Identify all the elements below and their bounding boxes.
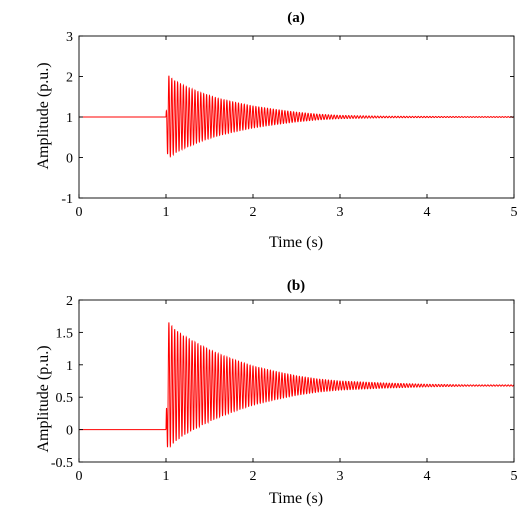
panel-a-xtick-label: 2: [250, 205, 257, 220]
panel-b-ytick-label: -0.5: [51, 456, 73, 471]
panel-b-xtick-label: 1: [163, 469, 170, 484]
panel-b-xlabel: Time (s): [269, 490, 323, 507]
panel-a-ytick-label: 1: [66, 111, 73, 126]
panel-a-ytick-label: 2: [66, 71, 73, 86]
panel-b-series-line: [165, 322, 515, 449]
panel-b-ytick-label: 2: [66, 294, 73, 309]
panel-a-xtick-label: 5: [511, 205, 518, 220]
panel-b-ytick-label: 0.5: [56, 391, 74, 406]
panel-b-xtick-label: 4: [424, 469, 431, 484]
panel-a-xtick-label: 3: [337, 205, 344, 220]
panel-a: (a) Time (s) Amplitude (p.u.) 0 1 2 3 4 5-101…: [35, 10, 518, 251]
panel-a-ylabel: Amplitude (p.u.): [35, 62, 52, 169]
panel-b-title: (b): [287, 278, 305, 294]
panel-a-title: (a): [287, 10, 305, 26]
panel-b-xtick-label: 5: [511, 469, 518, 484]
panel-b-xtick-label: 0: [76, 469, 83, 484]
panel-b-xtick-label: 2: [250, 469, 257, 484]
panel-b-axes-box: [78, 299, 515, 463]
panel-a-ytick-label: 0: [66, 152, 73, 167]
panel-b-ylabel: Amplitude (p.u.): [35, 345, 52, 452]
panel-b-xtick-label: 3: [337, 469, 344, 484]
panel-a-ytick-label: -1: [61, 192, 73, 207]
panel-a-xtick-label: 4: [424, 205, 431, 220]
panel-b-ytick-label: 0: [66, 424, 73, 439]
panel-b-ytick-label: 1.5: [56, 326, 74, 341]
panel-a-xlabel: Time (s): [269, 234, 323, 251]
panel-a-xtick-label: 1: [163, 205, 170, 220]
panel-a-xtick-label: 0: [76, 205, 83, 220]
panel-b-ytick-label: 1: [66, 359, 73, 374]
panel-a-ytick-label: 3: [66, 30, 73, 45]
panel-a-series-line: [165, 75, 515, 158]
panel-b: (b) Time (s) Amplitude (p.u.) 0 1 2 3 4 5 -0.5…: [35, 278, 518, 507]
